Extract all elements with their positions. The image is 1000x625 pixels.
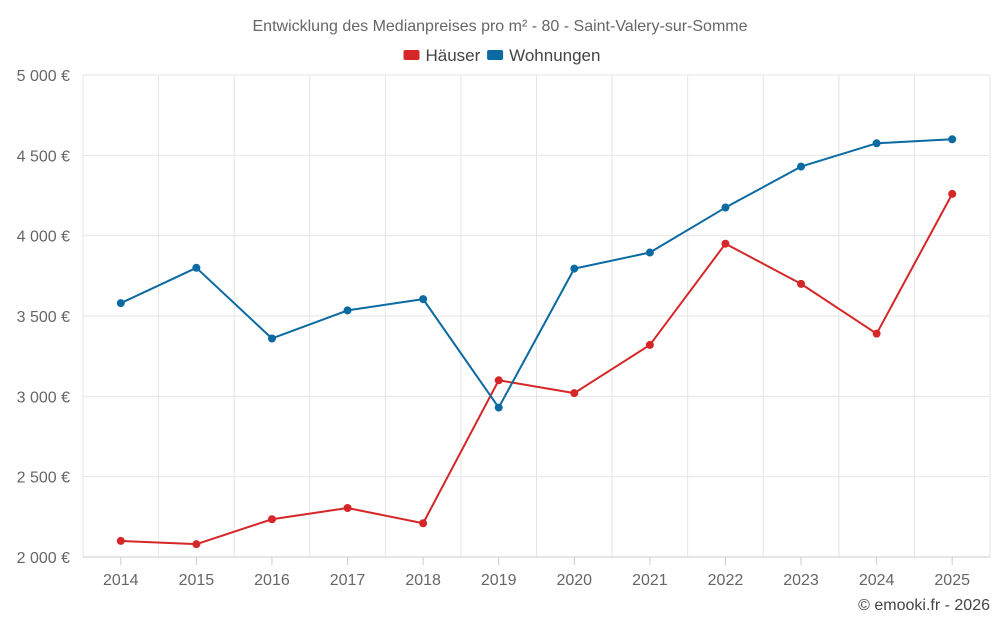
series-line [120,193,954,546]
data-point[interactable] [419,519,428,528]
axes: 2 000 € 2 500 € 3 000 € 3 500 € 4 000 € 4 500… [17,68,990,589]
x-tick-label: 2019 [481,572,517,589]
grid [82,74,991,557]
y-tick-label: 2 000 € [17,550,70,567]
y-tick-label: 4 500 € [17,148,70,165]
legend-swatch [403,50,420,60]
data-point[interactable] [797,279,806,288]
credit-text: © emooki.fr - 2026 [858,597,990,614]
x-tick-label: 2023 [783,572,819,589]
x-tick-label: 2017 [330,572,366,589]
legend-label: Wohnungen [509,46,600,65]
x-tick-label: 2016 [254,572,290,589]
data-point[interactable] [721,203,730,212]
data-point[interactable] [267,334,276,343]
legend-item[interactable]: Häuser [403,46,481,65]
data-point[interactable] [797,162,806,171]
legend: Häuser Wohnungen [403,46,600,65]
data-point[interactable] [192,263,201,272]
data-point[interactable] [116,536,125,545]
data-point[interactable] [116,299,125,308]
y-tick-label: 4 000 € [17,229,70,246]
x-tick-label: 2018 [405,572,441,589]
data-point[interactable] [872,329,881,338]
x-tick-label: 2015 [179,572,215,589]
data-point[interactable] [948,135,957,144]
data-point[interactable] [494,376,503,385]
data-point[interactable] [948,189,957,198]
data-point[interactable] [570,389,579,398]
x-tick-label: 2014 [103,572,139,589]
series-haeuser [116,189,957,549]
legend-item[interactable]: Wohnungen [487,46,600,65]
data-point[interactable] [343,306,352,315]
data-point[interactable] [645,248,654,257]
data-point[interactable] [494,403,503,412]
data-point[interactable] [721,239,730,248]
data-point[interactable] [645,340,654,349]
legend-label: Häuser [426,46,481,65]
x-tick-label: 2020 [556,572,592,589]
y-tick-label: 5 000 € [17,68,70,85]
data-point[interactable] [192,540,201,549]
x-tick-label: 2024 [859,572,895,589]
x-tick-label: 2025 [934,572,970,589]
x-tick-label: 2021 [632,572,668,589]
series-line [120,138,953,409]
data-point[interactable] [343,503,352,512]
data-point[interactable] [419,295,428,304]
y-tick-label: 2 500 € [17,470,70,487]
data-point[interactable] [267,515,276,524]
series-wohnungen [116,135,957,412]
chart-title: Entwicklung des Medianpreises pro m² - 8… [253,18,748,35]
x-tick-label: 2022 [708,572,744,589]
y-tick-label: 3 500 € [17,309,70,326]
y-tick-label: 3 000 € [17,389,70,406]
series [116,135,957,549]
data-point[interactable] [872,139,881,148]
legend-swatch [487,50,504,60]
data-point[interactable] [570,264,579,273]
